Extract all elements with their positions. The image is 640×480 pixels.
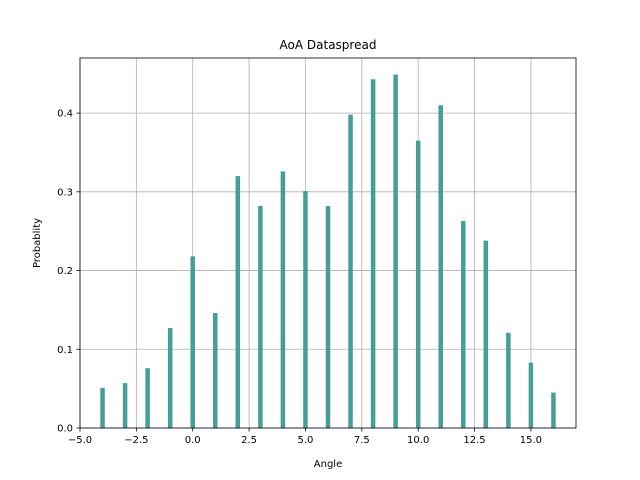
y-tick-label: 0.0 [57,424,73,435]
bar [528,362,534,428]
y-tick-label: 0.3 [57,187,73,198]
bar [393,74,398,428]
bar [213,313,218,428]
bar [235,176,241,428]
x-tick-label: 2.5 [241,435,257,446]
bar [280,171,286,429]
bar [348,114,353,429]
plot-frame [79,57,577,429]
y-tick-label: 0.1 [57,345,73,356]
bar [303,191,308,428]
bar [100,387,105,428]
bar [258,206,263,428]
x-axis-label: Angle [314,459,342,470]
bar [551,392,556,428]
x-tick-label: 7.5 [354,435,370,446]
x-tick-label: 0.0 [185,435,201,446]
bars [100,74,556,429]
bar [461,220,466,428]
bar [325,206,331,428]
y-tick-label: 0.2 [57,266,73,277]
bar [438,105,443,428]
bar [122,383,128,428]
x-tick-label: 5.0 [298,435,314,446]
bar [167,328,173,428]
chart-title: AoA Dataspread [280,38,377,52]
x-tick-label: 12.5 [463,435,485,446]
x-tick-label: −5.0 [68,435,92,446]
x-ticks: −5.0 −2.5 0.0 2.5 5.0 7.5 10.0 12.5 15.0 [68,428,542,446]
bar [190,256,195,428]
x-tick-label: 10.0 [407,435,429,446]
bar [370,79,376,429]
y-ticks: 0.0 0.1 0.2 0.3 0.4 [57,109,80,435]
x-tick-label: −2.5 [124,435,148,446]
y-axis-label: Probablity [32,218,43,268]
bar [145,368,150,428]
x-tick-label: 15.0 [520,435,542,446]
bar [415,140,421,428]
bar [483,240,489,428]
y-tick-label: 0.4 [57,109,73,120]
bar [506,332,511,428]
